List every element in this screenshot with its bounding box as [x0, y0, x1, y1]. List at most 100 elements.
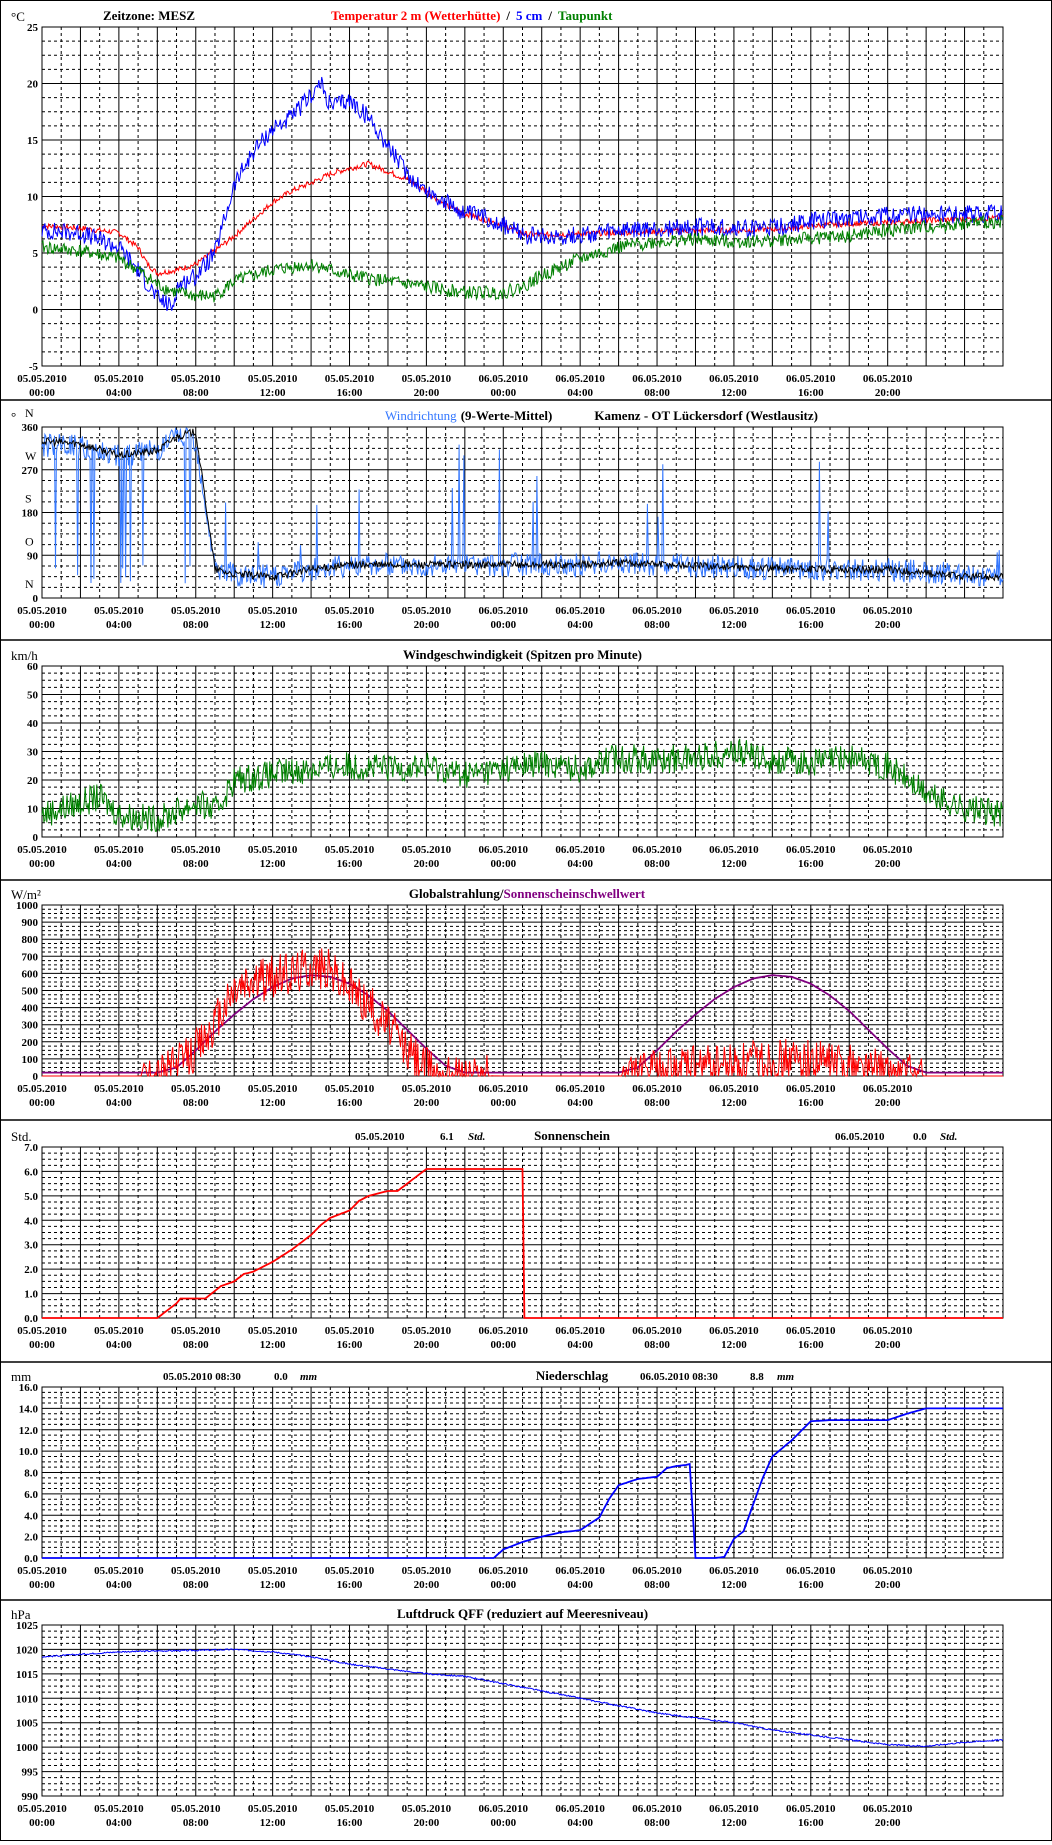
x-tick-label-date: 05.05.2010: [402, 373, 452, 385]
unit-label: hPa: [11, 1607, 31, 1622]
title-part: /: [547, 8, 552, 23]
x-tick-label-time: 20:00: [414, 1817, 440, 1829]
y-tick-label: 0: [33, 593, 39, 605]
y-tick-label: 6.0: [24, 1489, 38, 1501]
series-line-winddir-1: [41, 428, 1004, 582]
x-tick-label-time: 12:00: [721, 1817, 747, 1829]
y-tick-label: 700: [22, 951, 39, 963]
x-tick-label-time: 00:00: [490, 1097, 516, 1109]
x-tick-label-time: 00:00: [490, 1339, 516, 1351]
x-tick-label-date: 06.05.2010: [632, 1803, 682, 1815]
y-tick-label: 0: [33, 1071, 39, 1083]
series-line-temp-0: [41, 160, 1004, 277]
x-tick-label-time: 16:00: [798, 387, 824, 399]
y-tick-label: 200: [22, 1037, 39, 1049]
summary-date: 06.05.2010: [835, 1131, 885, 1143]
direction-label: S: [25, 492, 32, 506]
y-tick-label: 1025: [16, 1620, 39, 1632]
x-tick-label-date: 06.05.2010: [786, 1803, 836, 1815]
x-tick-label-date: 05.05.2010: [402, 844, 452, 856]
y-tick-label: 300: [22, 1020, 39, 1032]
x-tick-label-date: 05.05.2010: [402, 1565, 452, 1577]
x-tick-label-date: 05.05.2010: [17, 373, 67, 385]
x-tick-label-time: 20:00: [875, 1579, 901, 1591]
x-tick-label-time: 00:00: [29, 1579, 55, 1591]
x-tick-label-time: 12:00: [260, 619, 286, 631]
title-part: Temperatur 2 m (Wetterhütte): [331, 8, 500, 23]
x-tick-label-date: 06.05.2010: [786, 373, 836, 385]
x-tick-label-date: 05.05.2010: [248, 605, 298, 617]
x-tick-label-time: 12:00: [721, 1579, 747, 1591]
chart-panel-sunshine: 7.0 6.0 5.0 4.0 3.0 2.0 1.0 0.0 Std. Sonnenschein…: [0, 1128, 1052, 1363]
x-tick-label-time: 12:00: [260, 1339, 286, 1351]
x-tick-label-date: 05.05.2010: [248, 373, 298, 385]
title-part: /: [505, 8, 510, 23]
x-tick-label-time: 16:00: [798, 1817, 824, 1829]
x-tick-label-time: 12:00: [721, 1097, 747, 1109]
x-tick-label-time: 08:00: [183, 619, 209, 631]
x-tick-label-time: 08:00: [644, 1579, 670, 1591]
x-tick-label-time: 12:00: [260, 1817, 286, 1829]
x-tick-label-date: 05.05.2010: [94, 373, 144, 385]
summary-date: 05.05.2010: [355, 1131, 405, 1143]
chart-title: Windrichtung (9-Werte-Mittel) Kamenz - OT …: [385, 408, 818, 423]
y-tick-label: 6.0: [24, 1166, 38, 1178]
x-tick-label-time: 16:00: [337, 619, 363, 631]
x-tick-label-date: 05.05.2010: [171, 373, 221, 385]
x-tick-label-time: 08:00: [183, 1817, 209, 1829]
x-tick-label-time: 08:00: [644, 1097, 670, 1109]
x-tick-label-time: 20:00: [875, 1097, 901, 1109]
x-tick-label-date: 06.05.2010: [632, 373, 682, 385]
x-tick-label-time: 20:00: [414, 1579, 440, 1591]
x-tick-label-time: 00:00: [490, 619, 516, 631]
x-tick-label-time: 08:00: [644, 619, 670, 631]
title-part: Globalstrahlung/: [409, 886, 504, 901]
y-tick-label: 5: [33, 248, 39, 260]
x-tick-label-date: 06.05.2010: [786, 1565, 836, 1577]
x-tick-label-time: 20:00: [875, 858, 901, 870]
y-tick-label: 180: [22, 508, 39, 520]
x-tick-label-date: 06.05.2010: [479, 1803, 529, 1815]
x-tick-label-time: 16:00: [798, 619, 824, 631]
x-tick-label-date: 05.05.2010: [94, 1083, 144, 1095]
x-tick-label-time: 00:00: [29, 387, 55, 399]
x-tick-label-date: 06.05.2010: [786, 605, 836, 617]
series-line-temp-2: [41, 215, 1004, 303]
x-tick-label-date: 05.05.2010: [325, 373, 375, 385]
y-tick-label: 1010: [16, 1693, 39, 1705]
x-tick-label-time: 12:00: [260, 1097, 286, 1109]
x-tick-label-date: 05.05.2010: [17, 1565, 67, 1577]
x-tick-label-time: 04:00: [567, 1817, 593, 1829]
x-tick-label-time: 04:00: [106, 858, 132, 870]
x-tick-label-date: 06.05.2010: [709, 1325, 759, 1337]
x-tick-label-time: 20:00: [875, 1817, 901, 1829]
x-tick-label-time: 16:00: [337, 858, 363, 870]
chart-title: Windgeschwindigkeit (Spitzen pro Minute): [403, 647, 642, 662]
y-tick-label: 990: [22, 1791, 39, 1803]
y-tick-label: 1000: [16, 900, 39, 912]
x-tick-label-date: 05.05.2010: [402, 1325, 452, 1337]
x-tick-label-date: 06.05.2010: [709, 605, 759, 617]
y-tick-label: 0.0: [24, 1553, 38, 1565]
summary-value: 6.1: [440, 1131, 454, 1143]
x-tick-label-time: 20:00: [414, 858, 440, 870]
x-tick-label-time: 08:00: [183, 858, 209, 870]
x-tick-label-time: 00:00: [29, 1339, 55, 1351]
y-tick-label: 360: [22, 422, 39, 434]
x-tick-label-time: 16:00: [337, 387, 363, 399]
y-tick-label: 20: [27, 775, 39, 787]
x-tick-label-date: 06.05.2010: [786, 844, 836, 856]
series-line-windspeed-0: [41, 738, 1004, 832]
series-line-pressure-0: [41, 1648, 1004, 1748]
x-tick-label-date: 06.05.2010: [709, 1083, 759, 1095]
x-tick-label-date: 05.05.2010: [325, 1083, 375, 1095]
unit-label: °: [11, 409, 16, 424]
x-tick-label-date: 06.05.2010: [632, 1083, 682, 1095]
series-line-temp-1: [41, 76, 1004, 311]
x-tick-label-date: 06.05.2010: [479, 844, 529, 856]
x-tick-label-date: 05.05.2010: [402, 1803, 452, 1815]
x-tick-label-time: 08:00: [644, 858, 670, 870]
title-part: Taupunkt: [558, 8, 613, 23]
y-tick-label: 50: [27, 690, 39, 702]
